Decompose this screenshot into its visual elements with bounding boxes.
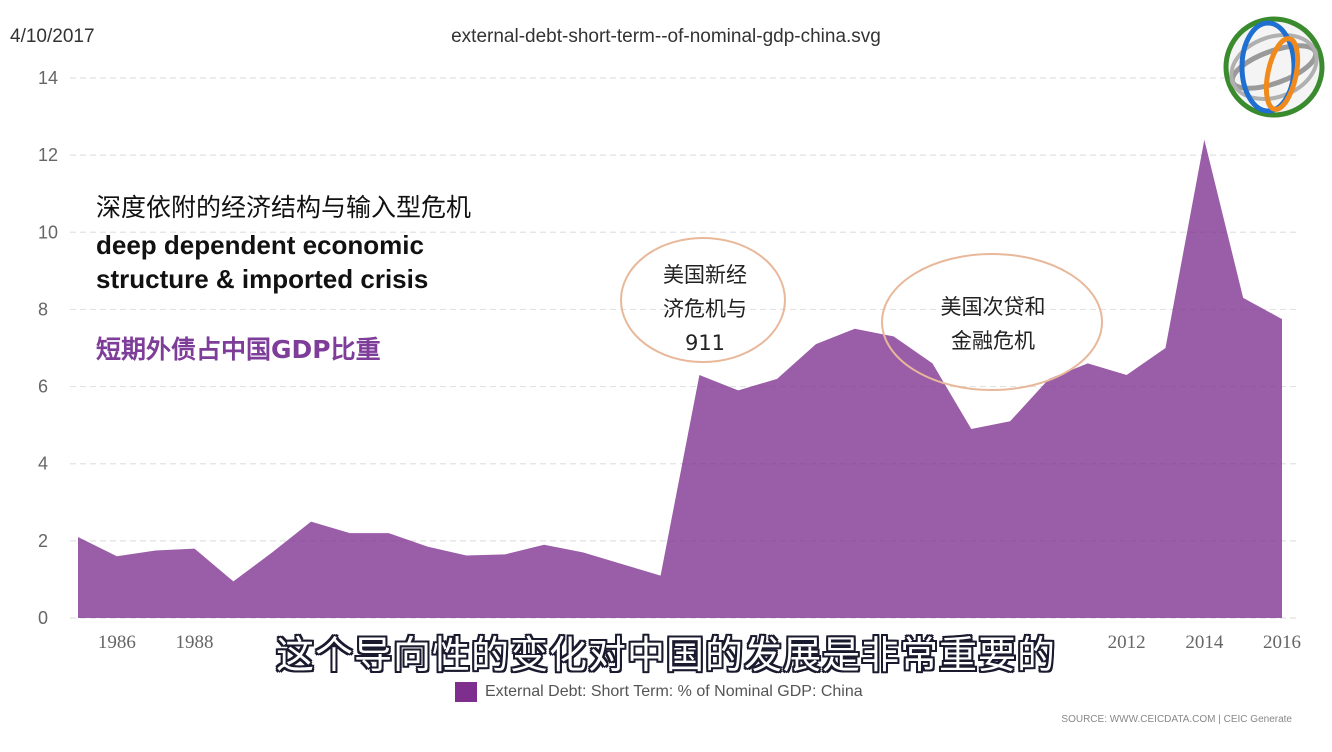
callout-2001-line-2: 济危机与: [663, 297, 747, 321]
headline-english: deep dependent economic structure & impo…: [96, 228, 428, 296]
subhead-chinese: 短期外债占中国GDP比重: [96, 335, 381, 364]
x-axis-tick-labels: 1986 1988 2012 2014 2016: [98, 632, 1301, 653]
headline-chinese: 深度依附的经济结构与输入型危机: [96, 193, 472, 222]
callout-2001-line-1: 美国新经: [663, 263, 747, 287]
y-tick-label: 4: [38, 454, 48, 474]
y-tick-label: 12: [38, 145, 58, 165]
x-tick-label: 1986: [98, 632, 136, 653]
callout-2008-line-2: 金融危机: [951, 329, 1035, 353]
video-subtitle: 这个导向性的变化对中国的发展是非常重要的: [275, 633, 1056, 677]
date-stamp: 4/10/2017: [10, 26, 95, 47]
legend-label: External Debt: Short Term: % of Nominal …: [485, 683, 863, 700]
y-tick-label: 14: [38, 68, 58, 88]
headline-english-line-2: structure & imported crisis: [96, 264, 429, 294]
globe-logo-icon: [1223, 16, 1325, 118]
x-tick-label: 2014: [1185, 632, 1224, 653]
x-tick-label: 1988: [176, 632, 214, 653]
y-tick-label: 2: [38, 531, 48, 551]
callout-ellipse-2008: [881, 253, 1103, 391]
y-tick-label: 10: [38, 222, 58, 242]
callout-2001-line-3: 911: [684, 331, 726, 355]
callout-ellipse-2001: [620, 237, 786, 363]
headline-english-line-1: deep dependent economic: [96, 230, 424, 260]
y-tick-label: 8: [38, 299, 48, 319]
series-area: [78, 139, 1282, 618]
y-tick-label: 6: [38, 377, 48, 397]
file-name: external-debt-short-term--of-nominal-gdp…: [451, 26, 881, 47]
source-credit: SOURCE: WWW.CEICDATA.COM | CEIC Generate: [1061, 714, 1292, 725]
legend-swatch: [455, 682, 477, 702]
callout-2008-text: 美国次贷和 金融危机: [888, 290, 1098, 358]
y-tick-label: 0: [38, 608, 48, 628]
x-tick-label: 2016: [1263, 632, 1301, 653]
x-tick-label: 2012: [1108, 632, 1146, 653]
callout-2001-text: 美国新经 济危机与 911: [625, 258, 785, 360]
chart-legend: External Debt: Short Term: % of Nominal …: [455, 682, 863, 702]
callout-2008-line-1: 美国次贷和: [940, 295, 1046, 319]
y-axis-tick-labels: 0 2 4 6 8 10 12 14: [38, 68, 58, 628]
chart-area-layer: [78, 139, 1282, 618]
